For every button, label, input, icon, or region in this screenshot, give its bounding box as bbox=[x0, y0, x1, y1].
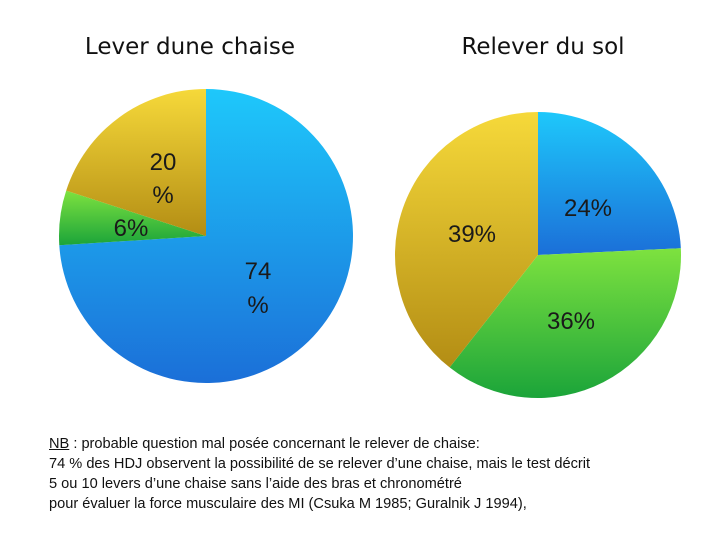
pie-charts: Lever dune chaise Relever du sol 74 % 6%… bbox=[58, 34, 682, 399]
footnote-line-1-text: : probable question mal posée concernant… bbox=[69, 436, 480, 452]
nb-label: NB bbox=[49, 436, 70, 452]
label-24: 24% bbox=[564, 195, 612, 222]
footnote-line-2: 74 % des HDJ observent la possibilité de… bbox=[49, 456, 591, 472]
pie-lever-chaise: 74 % 6% 20 % bbox=[58, 88, 353, 383]
chart-title-relever-sol: Relever du sol bbox=[461, 34, 624, 60]
chart-title-lever-chaise: Lever dune chaise bbox=[85, 34, 295, 60]
label-6: 6% bbox=[114, 215, 149, 242]
footnote-line-3: 5 ou 10 levers d’une chaise sans l’aide … bbox=[49, 476, 462, 492]
label-74-a: 74 bbox=[245, 258, 272, 285]
slice-36 bbox=[449, 248, 682, 399]
pie-relever-sol: 24% 36% 39% bbox=[394, 111, 682, 399]
slice-24 bbox=[538, 112, 681, 255]
slice-39 bbox=[394, 111, 538, 368]
label-20-b: % bbox=[152, 182, 173, 209]
slice-20 bbox=[66, 88, 206, 236]
label-20-a: 20 bbox=[150, 149, 177, 176]
label-74-b: % bbox=[247, 292, 268, 319]
label-39: 39% bbox=[448, 221, 496, 248]
footnote: NB : probable question mal posée concern… bbox=[49, 434, 709, 514]
slice-74 bbox=[59, 89, 353, 383]
footnote-line-1: NB : probable question mal posée concern… bbox=[49, 434, 709, 454]
slice-6 bbox=[58, 190, 206, 246]
label-36: 36% bbox=[547, 308, 595, 335]
footnote-line-4: pour évaluer la force musculaire des MI … bbox=[49, 496, 527, 512]
